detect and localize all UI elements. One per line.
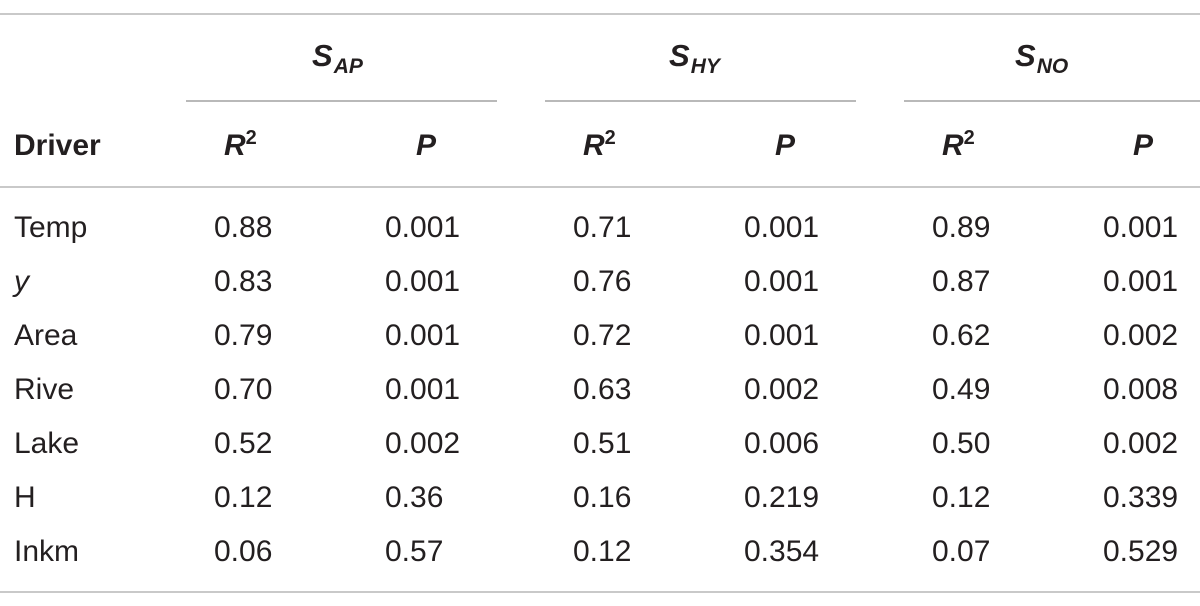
col-header-main: P (775, 129, 796, 162)
col-header-sup: 2 (963, 127, 975, 149)
group-header-sap: SAP (312, 38, 363, 78)
cell-value: 0.88 (214, 211, 273, 244)
cell-value: 0.06 (214, 535, 273, 568)
group-header-main: S (669, 38, 690, 73)
row-driver: Temp (14, 211, 88, 244)
col-header-r2-sap: R2 (224, 127, 257, 167)
group-header-sub: AP (333, 55, 363, 78)
cell-value: 0.12 (932, 481, 991, 514)
cell-value: 0.89 (932, 211, 991, 244)
cell-value: 0.339 (1103, 481, 1179, 514)
col-header-p-shy: P (775, 128, 795, 164)
group-header-shy: SHY (669, 38, 720, 78)
col-header-main: R (583, 129, 605, 162)
table-top-rule (0, 13, 1200, 15)
cell-value: 0.72 (573, 319, 632, 352)
driver-column-header: Driver (14, 129, 101, 162)
cell-value: 0.52 (214, 427, 273, 460)
table-bottom-rule (0, 591, 1200, 593)
cell-value: 0.83 (214, 265, 273, 298)
cell-value: 0.001 (1103, 265, 1179, 298)
cell-value: 0.07 (932, 535, 991, 568)
cell-value: 0.001 (744, 265, 820, 298)
col-header-sup: 2 (245, 127, 257, 149)
cell-value: 0.70 (214, 373, 273, 406)
cell-value: 0.001 (385, 211, 461, 244)
row-driver: Lake (14, 427, 80, 460)
cell-value: 0.006 (744, 427, 820, 460)
cell-value: 0.002 (1103, 319, 1179, 352)
col-header-p-sno: P (1133, 128, 1153, 164)
cell-value: 0.002 (744, 373, 820, 406)
cell-value: 0.87 (932, 265, 991, 298)
cell-value: 0.001 (744, 319, 820, 352)
group-underline-shy (545, 100, 856, 102)
row-driver: Rive (14, 373, 75, 406)
cell-value: 0.16 (573, 481, 632, 514)
col-header-main: R (942, 129, 964, 162)
group-header-main: S (1015, 38, 1036, 73)
cell-value: 0.49 (932, 373, 991, 406)
cell-value: 0.001 (744, 211, 820, 244)
col-header-r2-shy: R2 (583, 127, 616, 167)
cell-value: 0.354 (744, 535, 820, 568)
row-driver: Inkm (14, 535, 80, 568)
cell-value: 0.001 (1103, 211, 1179, 244)
col-header-main: P (1133, 129, 1154, 162)
cell-value: 0.219 (744, 481, 820, 514)
cell-value: 0.001 (385, 373, 461, 406)
cell-value: 0.008 (1103, 373, 1179, 406)
group-underline-sno (904, 100, 1200, 102)
group-header-sub: NO (1036, 55, 1069, 78)
cell-value: 0.36 (385, 481, 444, 514)
header-rule (0, 186, 1200, 188)
cell-value: 0.79 (214, 319, 273, 352)
cell-value: 0.001 (385, 319, 461, 352)
cell-value: 0.002 (385, 427, 461, 460)
col-header-main: R (224, 129, 246, 162)
cell-value: 0.76 (573, 265, 632, 298)
cell-value: 0.57 (385, 535, 444, 568)
cell-value: 0.12 (573, 535, 632, 568)
col-header-r2-sno: R2 (942, 127, 975, 167)
row-driver: y (14, 265, 29, 298)
cell-value: 0.51 (573, 427, 632, 460)
cell-value: 0.001 (385, 265, 461, 298)
cell-value: 0.71 (573, 211, 632, 244)
cell-value: 0.50 (932, 427, 991, 460)
col-header-p-sap: P (416, 128, 436, 164)
col-header-main: P (416, 129, 437, 162)
group-header-sub: HY (690, 55, 720, 78)
cell-value: 0.12 (214, 481, 273, 514)
row-driver: H (14, 481, 36, 514)
cell-value: 0.529 (1103, 535, 1179, 568)
col-header-sup: 2 (604, 127, 616, 149)
row-driver: Area (14, 319, 78, 352)
cell-value: 0.63 (573, 373, 632, 406)
cell-value: 0.62 (932, 319, 991, 352)
cell-value: 0.002 (1103, 427, 1179, 460)
group-header-sno: SNO (1015, 38, 1068, 78)
group-header-main: S (312, 38, 333, 73)
group-underline-sap (186, 100, 497, 102)
